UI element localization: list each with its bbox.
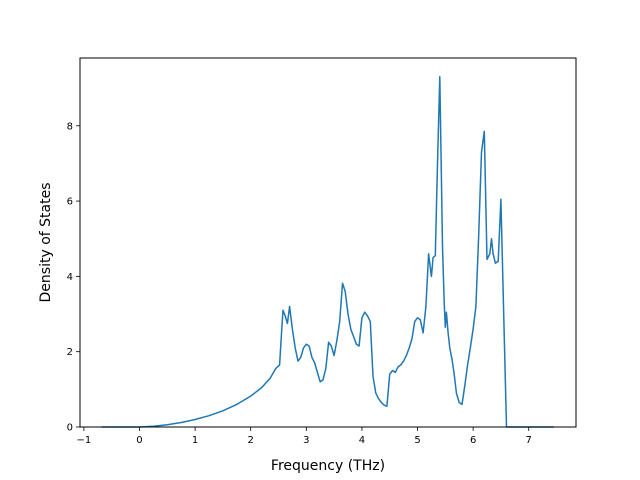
x-tick-label: 4 [359,435,365,446]
y-tick-label: 6 [67,197,73,208]
y-tick-label: 2 [67,347,73,358]
dos-series-line [101,76,554,428]
x-tick-label: 1 [192,435,198,446]
plot-area [101,76,554,428]
x-tick-label: 7 [526,435,532,446]
y-tick-label: 0 [67,423,73,434]
x-tick-label: 2 [248,435,254,446]
y-axis-label: Density of States [38,183,54,303]
y-tick-label: 4 [67,272,73,283]
x-tick-label: 5 [414,435,420,446]
y-axis-ticks: 0 2 4 6 8 [67,121,80,434]
x-tick-label: 0 [136,435,142,446]
axes-frame [79,57,577,428]
x-axis-label: Frequency (THz) [271,458,385,474]
x-tick-label: 3 [303,435,309,446]
x-tick-label: −1 [77,435,92,446]
x-tick-label: 6 [470,435,476,446]
x-axis-ticks: −1 0 1 2 3 4 5 6 7 [77,427,532,446]
y-tick-label: 8 [67,121,73,132]
